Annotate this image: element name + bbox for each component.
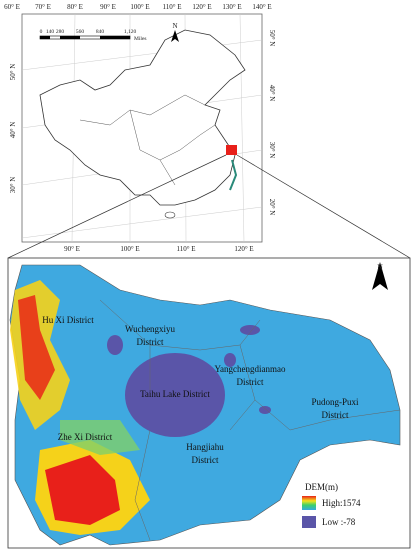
lon-label: 110° E [176,245,195,253]
district-label: Hangjiahu [186,442,224,452]
district-label: Zhe Xi District [58,432,113,442]
lat-label: 50° N [268,30,276,47]
province-lines [79,94,216,186]
lon-label: 80° E [67,3,83,11]
district-label: Pudong-Puxi [311,397,359,407]
lat-label: 20° N [268,199,276,216]
small-lakes [107,325,271,414]
district-label: Wuchengxiyu [125,324,176,334]
lon-label: 120° E [192,3,211,11]
lat-label: 40° N [268,85,276,102]
lon-label: 140° E [252,3,271,11]
hills [60,420,140,455]
coast-highlight [229,159,238,191]
hainan [164,211,176,219]
legend-low-swatch [302,516,316,528]
connector-line [7,154,227,259]
district-label: District [192,455,219,465]
legend-title: DEM(m) [305,482,338,492]
lon-label: 120° E [234,245,253,253]
main-map: N DEM(m) High:1574 Low :-78 [7,257,411,549]
scale-tick-label: 0 [40,29,43,35]
scale-tick-label: 1,120 [124,29,137,35]
district-boundaries [99,299,401,541]
scale-bar [39,35,131,40]
north-arrow [171,30,179,42]
scale-tick-label: 560 [76,29,85,35]
scale-tick-label: 280 [56,29,65,35]
legend-high-swatch [302,496,316,510]
inset-map: N [21,13,263,243]
legend-low: Low :-78 [322,517,356,527]
scale-tick-label: 840 [96,29,105,35]
district-label: District [137,337,164,347]
north-label: N [377,263,383,272]
lon-label: 100° E [130,3,149,11]
district-label: District [322,410,349,420]
lat-label: 40° N [9,122,17,139]
district-label: Yangchengdianmao [214,364,286,374]
lon-label: 90° E [64,245,80,253]
lon-label: 60° E [4,3,20,11]
lon-label: 130° E [222,3,241,11]
district-label: District [237,377,264,387]
district-label: Taihu Lake District [140,389,210,399]
legend-high: High:1574 [322,498,361,508]
lat-label: 30° N [268,142,276,159]
district-label: Hu Xi District [42,315,94,325]
connector-line [236,154,411,259]
study-area [226,145,237,155]
north-label: N [172,22,177,30]
peak [18,295,55,400]
north-arrow [372,262,388,290]
lon-label: 100° E [120,245,139,253]
lon-label: 90° E [100,3,116,11]
scale-tick-label: 140 [46,29,55,35]
lat-label: 30° N [9,177,17,194]
lon-label: 110° E [162,3,181,11]
peak [45,455,120,525]
lat-label: 50° N [9,64,17,81]
lon-label: 70° E [35,3,51,11]
scale-unit: Miles [134,36,147,42]
